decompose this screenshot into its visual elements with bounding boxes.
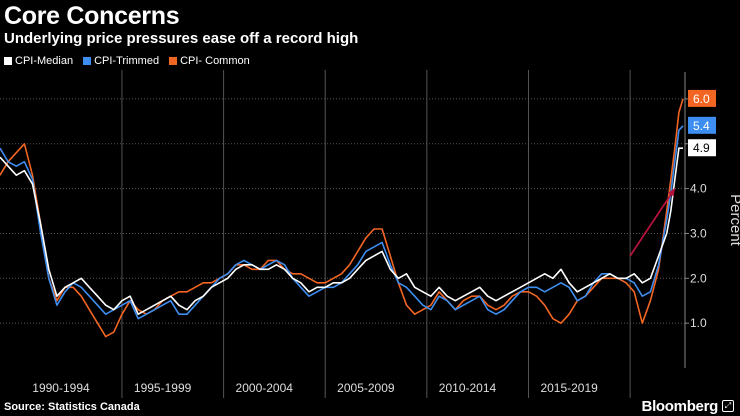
trend-arrow-shaft bbox=[629, 188, 676, 257]
legend-item-trimmed: CPI-Trimmed bbox=[83, 55, 159, 67]
end-value-label-median: 4.9 bbox=[693, 141, 710, 155]
legend-swatch-median bbox=[4, 57, 12, 65]
source-note: Source: Statistics Canada bbox=[4, 401, 140, 413]
end-value-tag-median bbox=[688, 139, 716, 157]
legend: CPI-Median CPI-Trimmed CPI- Common bbox=[4, 55, 250, 67]
y-tick-label-1: 2.0 bbox=[690, 271, 707, 285]
x-category-label-2: 2000-2004 bbox=[236, 381, 294, 395]
x-category-label-5: 2015-2019 bbox=[540, 381, 598, 395]
x-category-label-3: 2005-2009 bbox=[337, 381, 395, 395]
chart-subtitle: Underlying price pressures ease off a re… bbox=[4, 30, 359, 47]
trend-arrow-head bbox=[667, 188, 675, 197]
y-tick-label-2: 3.0 bbox=[690, 226, 707, 240]
brand-logo: Bloomberg bbox=[641, 398, 719, 415]
x-category-label-1: 1995-1999 bbox=[134, 381, 192, 395]
legend-label-trimmed: CPI-Trimmed bbox=[94, 55, 160, 67]
brand-mark-icon: ⤢ bbox=[722, 400, 734, 412]
y-tick-label-3: 4.0 bbox=[690, 182, 707, 196]
end-value-label-common: 6.0 bbox=[693, 92, 710, 106]
x-category-label-4: 2010-2014 bbox=[439, 381, 497, 395]
legend-label-median: CPI-Median bbox=[15, 55, 74, 67]
end-value-label-trimmed: 5.4 bbox=[693, 119, 710, 133]
chart-title: Core Concerns bbox=[4, 2, 180, 30]
end-value-tag-common bbox=[688, 89, 716, 107]
series-line-median bbox=[0, 147, 683, 315]
x-category-label-0: 1990-1994 bbox=[32, 381, 90, 395]
legend-item-median: CPI-Median bbox=[4, 55, 73, 67]
legend-swatch-common bbox=[169, 57, 178, 65]
legend-item-common: CPI- Common bbox=[169, 55, 250, 67]
y-axis-label: Percent bbox=[727, 194, 740, 247]
y-tick-label-0: 1.0 bbox=[690, 316, 707, 330]
end-value-tag-trimmed bbox=[688, 116, 716, 134]
legend-label-common: CPI- Common bbox=[180, 55, 250, 67]
legend-swatch-trimmed bbox=[83, 57, 92, 65]
series-line-trimmed bbox=[0, 125, 684, 320]
